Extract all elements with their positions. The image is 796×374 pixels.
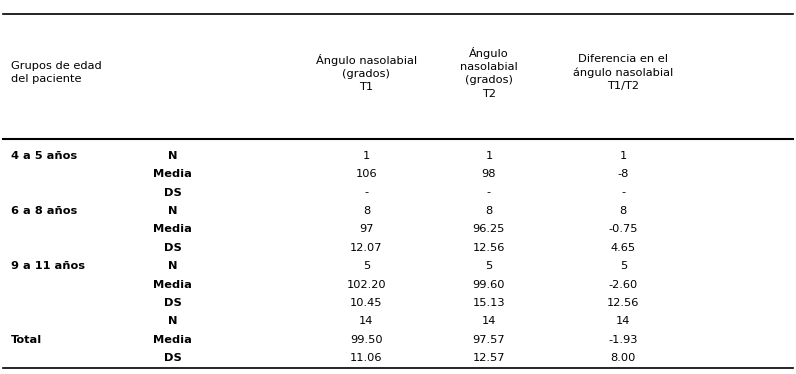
Text: 14: 14: [482, 316, 496, 327]
Text: 12.07: 12.07: [350, 243, 383, 253]
Text: DS: DS: [164, 187, 181, 197]
Text: 8: 8: [486, 206, 493, 216]
Text: Ángulo nasolabial
(grados)
T1: Ángulo nasolabial (grados) T1: [316, 53, 417, 92]
Text: 5: 5: [486, 261, 493, 271]
Text: 12.56: 12.56: [473, 243, 505, 253]
Text: 11.06: 11.06: [350, 353, 383, 363]
Text: 99.60: 99.60: [473, 280, 505, 289]
Text: -1.93: -1.93: [608, 335, 638, 345]
Text: Diferencia en el
ángulo nasolabial
T1/T2: Diferencia en el ángulo nasolabial T1/T2: [573, 54, 673, 91]
Text: 12.57: 12.57: [473, 353, 505, 363]
Text: 5: 5: [619, 261, 627, 271]
Text: 5: 5: [363, 261, 370, 271]
Text: 12.56: 12.56: [607, 298, 639, 308]
Text: 1: 1: [619, 151, 627, 161]
Text: 8.00: 8.00: [611, 353, 636, 363]
Text: 96.25: 96.25: [473, 224, 505, 234]
Text: DS: DS: [164, 298, 181, 308]
Text: 1: 1: [363, 151, 370, 161]
Text: 98: 98: [482, 169, 496, 179]
Text: 15.13: 15.13: [473, 298, 505, 308]
Text: Media: Media: [154, 335, 192, 345]
Text: Media: Media: [154, 280, 192, 289]
Text: 106: 106: [356, 169, 377, 179]
Text: 9 a 11 años: 9 a 11 años: [10, 261, 84, 271]
Text: N: N: [168, 151, 178, 161]
Text: 1: 1: [486, 151, 493, 161]
Text: 97.57: 97.57: [473, 335, 505, 345]
Text: -8: -8: [618, 169, 629, 179]
Text: N: N: [168, 261, 178, 271]
Text: Grupos de edad
del paciente: Grupos de edad del paciente: [10, 61, 101, 85]
Text: 99.50: 99.50: [350, 335, 383, 345]
Text: 102.20: 102.20: [346, 280, 386, 289]
Text: Ángulo
nasolabial
(grados)
T2: Ángulo nasolabial (grados) T2: [460, 47, 517, 99]
Text: 14: 14: [359, 316, 373, 327]
Text: 8: 8: [363, 206, 370, 216]
Text: -: -: [365, 187, 369, 197]
Text: Media: Media: [154, 169, 192, 179]
Text: DS: DS: [164, 243, 181, 253]
Text: 97: 97: [359, 224, 373, 234]
Text: N: N: [168, 206, 178, 216]
Text: N: N: [168, 316, 178, 327]
Text: 10.45: 10.45: [350, 298, 383, 308]
Text: 14: 14: [616, 316, 630, 327]
Text: 6 a 8 años: 6 a 8 años: [10, 206, 77, 216]
Text: 4.65: 4.65: [611, 243, 636, 253]
Text: Total: Total: [10, 335, 42, 345]
Text: -: -: [487, 187, 491, 197]
Text: -0.75: -0.75: [608, 224, 638, 234]
Text: Media: Media: [154, 224, 192, 234]
Text: 8: 8: [619, 206, 627, 216]
Text: 4 a 5 años: 4 a 5 años: [10, 151, 76, 161]
Text: -: -: [621, 187, 626, 197]
Text: DS: DS: [164, 353, 181, 363]
Text: -2.60: -2.60: [609, 280, 638, 289]
